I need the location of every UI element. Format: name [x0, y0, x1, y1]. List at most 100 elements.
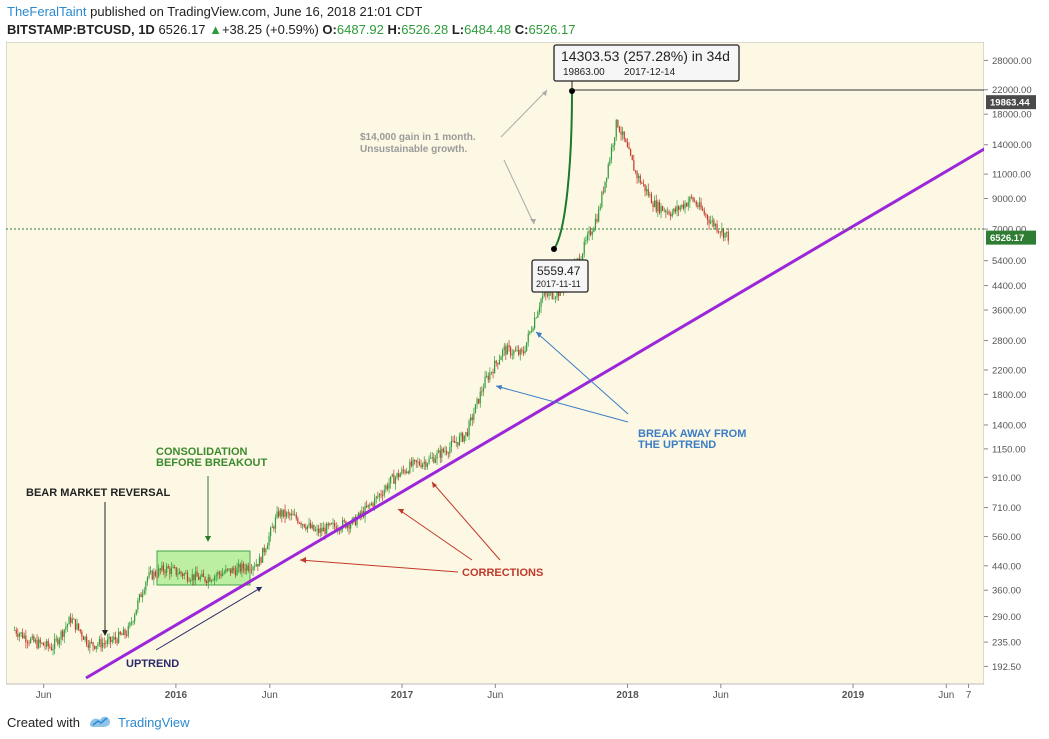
last-price: 6526.17: [158, 22, 206, 37]
candle-body: [490, 371, 493, 373]
candle-body: [246, 565, 248, 571]
break-arrow-1-head: [536, 332, 542, 338]
candle-body: [722, 228, 725, 238]
candle-body: [492, 371, 494, 374]
candle-body: [255, 563, 257, 567]
chart-area[interactable]: 14303.53 (257.28%) in 34d 19863.00 2017-…: [5, 41, 1049, 706]
uptrend-arrow: [155, 586, 263, 651]
candle-body: [626, 142, 629, 148]
candle-body: [57, 638, 59, 645]
consolidation-arrow-head: [205, 536, 211, 542]
candle-body: [322, 527, 325, 532]
candle-body: [703, 210, 705, 215]
candle-body: [502, 349, 504, 357]
measure-curve[interactable]: [553, 91, 573, 250]
candle-body: [302, 524, 304, 525]
candle-body: [404, 470, 406, 473]
candle-body: [711, 220, 713, 222]
candle-body: [127, 626, 129, 636]
candle-body: [388, 483, 390, 489]
price-axis[interactable]: 28000.00 22000.00 18000.00 14000.00 11000.00…: [984, 42, 1049, 684]
candle-body: [406, 471, 408, 473]
candle-body: [238, 564, 240, 568]
candle-body: [294, 514, 296, 516]
candle-body: [676, 206, 678, 212]
candle-body: [198, 576, 200, 580]
candle-body: [410, 461, 413, 466]
candle-body: [108, 636, 110, 640]
break-arrow-1: [535, 331, 629, 415]
candle-body: [17, 633, 19, 637]
y-tick-label: 1400.00: [992, 420, 1026, 431]
candle-body: [679, 207, 681, 210]
candle-body: [78, 623, 80, 630]
btc-chart[interactable]: 14303.53 (257.28%) in 34d 19863.00 2017-…: [5, 41, 1049, 706]
candle-body: [652, 203, 654, 207]
candle-body: [530, 331, 533, 332]
y-tick-label: 22000.00: [992, 85, 1032, 96]
candle-body: [516, 350, 518, 351]
candle-body: [244, 568, 246, 571]
candle-body: [494, 360, 496, 374]
candle-body: [292, 513, 294, 516]
candle-body: [214, 576, 216, 581]
candle-body: [279, 510, 281, 517]
candle-body: [340, 529, 342, 531]
gain-arrow-1: [500, 89, 548, 138]
candle-body: [582, 253, 584, 260]
candle-body: [241, 563, 243, 572]
candle-body: [436, 452, 438, 460]
candle-body: [62, 631, 64, 637]
y-tick-label: 290.00: [992, 612, 1021, 623]
candle-body: [548, 292, 550, 296]
candle-body: [39, 639, 41, 643]
candle-body: [468, 420, 470, 436]
candle-body: [385, 485, 387, 490]
candle-body: [324, 527, 326, 534]
candle-body: [486, 375, 488, 377]
tradingview-logo-icon[interactable]: [88, 713, 112, 729]
measure-end-point[interactable]: [569, 88, 575, 94]
candle-body: [657, 201, 659, 212]
candle-body: [375, 496, 377, 499]
y-tick-label: 235.00: [992, 638, 1021, 649]
candle-body: [495, 360, 497, 363]
candle-body: [466, 432, 469, 436]
candle-body: [151, 570, 153, 580]
measure-start-point[interactable]: [551, 246, 557, 252]
candle-body: [186, 572, 189, 581]
candle-body: [628, 147, 630, 150]
candle-body: [194, 571, 197, 581]
time-axis[interactable]: Jun 2016 Jun 2017 Jun 2018 Jun 2019 Jun 7: [36, 684, 972, 701]
candle-body: [87, 644, 89, 648]
candle-body: [446, 451, 448, 454]
gain-label-2: Unsustainable growth.: [360, 144, 467, 155]
candle-body: [42, 642, 45, 646]
candle-body: [612, 145, 614, 148]
candle-body: [311, 524, 313, 529]
candle-body: [366, 506, 368, 508]
candle-body: [180, 571, 182, 574]
candle-body: [638, 175, 640, 179]
candle-body: [84, 636, 86, 640]
author-link[interactable]: TheFeralTaint: [7, 4, 87, 19]
uptrend-line[interactable]: [85, 143, 992, 680]
candle-body: [26, 642, 29, 644]
x-tick-label: Jun: [487, 690, 503, 701]
candle-body: [217, 572, 219, 576]
measure-text: 14303.53 (257.28%) in 34d: [561, 48, 730, 64]
candle-body: [218, 572, 221, 575]
x-tick-label: Jun: [262, 690, 278, 701]
x-tick-label: 7: [966, 690, 972, 701]
candle-body: [378, 493, 381, 497]
candle-body: [326, 523, 328, 534]
candle-body: [522, 351, 525, 354]
tradingview-brand[interactable]: TradingView: [118, 715, 190, 730]
candle-body: [527, 333, 529, 343]
y-tick-label: 28000.00: [992, 56, 1032, 67]
candle-body: [658, 201, 661, 213]
candle-body: [438, 450, 440, 453]
candle-body: [33, 636, 35, 642]
candle-body: [498, 359, 501, 365]
candle-body: [647, 189, 649, 196]
